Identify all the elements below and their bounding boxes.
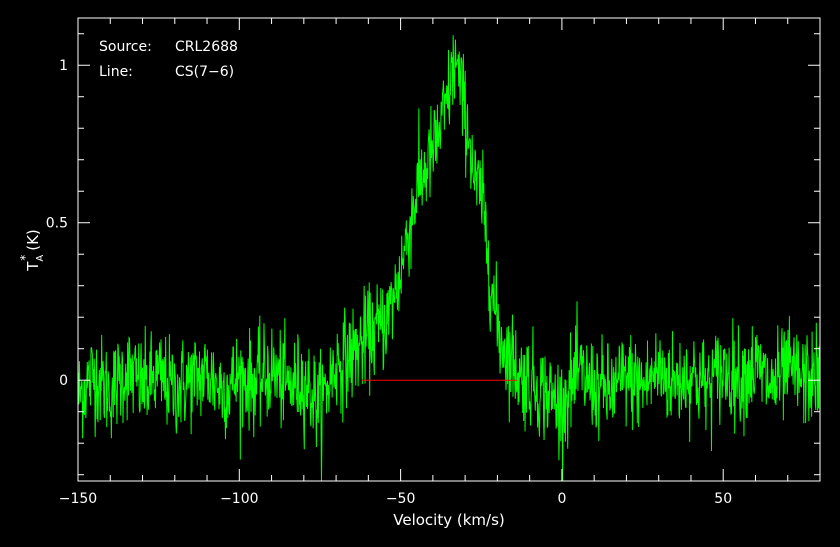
y-axis-label-text: TA* (K)	[18, 229, 46, 272]
line-label: Line:	[99, 64, 133, 80]
y-tick-label: 1	[59, 58, 68, 74]
x-axis-label: Velocity (km/s)	[393, 511, 504, 529]
y-axis-label-subscript: A	[35, 255, 46, 262]
info-box: Source: CRL2688 Line: CS(7−6)	[99, 39, 238, 80]
source-label: Source:	[99, 39, 152, 55]
y-tick-label: 0.5	[46, 216, 68, 232]
y-axis-label-superscript: *	[18, 255, 32, 261]
spectrum-line	[77, 35, 821, 482]
y-axis-ticks	[78, 33, 820, 476]
y-axis-label: TA* (K)	[18, 229, 46, 272]
line-value: CS(7−6)	[175, 64, 234, 80]
x-tick-label: 0	[557, 491, 566, 507]
y-axis-label-unit: (K)	[24, 229, 42, 251]
x-tick-label: −50	[386, 491, 416, 507]
y-axis-label-main: T	[24, 261, 42, 272]
source-value: CRL2688	[175, 39, 238, 55]
x-tick-label: 50	[714, 491, 732, 507]
x-axis-ticks	[77, 18, 789, 481]
plot-frame	[77, 17, 821, 482]
y-axis-tick-labels: 00.51	[46, 58, 68, 389]
x-tick-label: −100	[220, 491, 258, 507]
spectrum-series	[77, 35, 821, 482]
y-tick-label: 0	[59, 373, 68, 389]
x-tick-label: −150	[59, 491, 97, 507]
x-axis-tick-labels: −150 −100 −50 0 50	[59, 491, 732, 507]
